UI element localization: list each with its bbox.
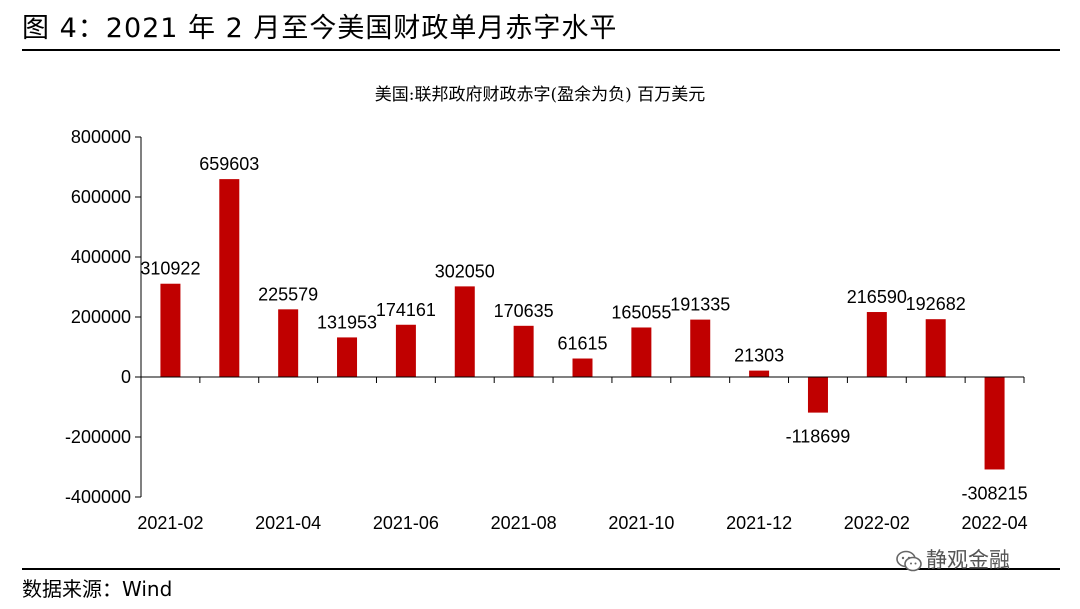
data-label: 174161 [376, 300, 436, 320]
y-tick-label: 400000 [71, 247, 131, 267]
data-label: 216590 [847, 287, 907, 307]
y-tick-label: 800000 [71, 127, 131, 147]
x-tick-label: 2021-04 [255, 513, 321, 533]
bar [984, 377, 1005, 470]
figure-title: 图 4：2021 年 2 月至今美国财政单月赤字水平 [22, 13, 618, 44]
y-tick-label: 600000 [71, 187, 131, 207]
watermark: 静观金融 [896, 544, 1010, 574]
bar [572, 358, 593, 377]
data-label: 302050 [435, 261, 495, 281]
data-label: 61615 [557, 334, 607, 354]
bar [513, 325, 534, 377]
y-tick-label: -400000 [65, 487, 131, 507]
y-tick-label: 0 [121, 367, 131, 387]
bar [219, 179, 240, 377]
x-tick-label: 2021-02 [137, 513, 203, 533]
data-label: 165055 [611, 302, 671, 322]
source-note: 数据来源：Wind [22, 577, 173, 601]
data-label: 192682 [906, 294, 966, 314]
y-tick-label: 200000 [71, 307, 131, 327]
x-tick-label: 2021-10 [608, 513, 674, 533]
data-label: -308215 [962, 483, 1028, 503]
data-label: 310922 [140, 259, 200, 279]
bar [749, 370, 770, 377]
data-label: -118699 [786, 427, 851, 447]
bar [454, 286, 475, 377]
data-label: 170635 [494, 301, 554, 321]
source-rule [22, 568, 1060, 570]
y-tick-label: -200000 [65, 427, 131, 447]
watermark-text: 静观金融 [926, 548, 1010, 572]
x-tick-label: 2021-12 [726, 513, 792, 533]
bar [807, 377, 828, 413]
bar [395, 324, 416, 377]
x-tick-label: 2021-06 [373, 513, 439, 533]
bar [925, 319, 946, 377]
data-label: 131953 [317, 312, 377, 332]
bar [278, 309, 299, 377]
bar [866, 312, 887, 377]
title-rule [22, 49, 1060, 51]
data-label: 21303 [734, 346, 784, 366]
bar [160, 283, 181, 377]
x-tick-label: 2021-08 [491, 513, 557, 533]
data-label: 191335 [670, 295, 730, 315]
data-label: 659603 [199, 154, 259, 174]
chart-title: 美国:联邦政府财政赤字(盈余为负) 百万美元 [374, 85, 706, 105]
bar [337, 337, 358, 377]
bar [631, 327, 652, 377]
data-label: 225579 [258, 284, 318, 304]
x-tick-label: 2022-02 [844, 513, 910, 533]
bar [690, 319, 711, 377]
x-tick-label: 2022-04 [962, 513, 1028, 533]
wechat-icon [896, 550, 922, 572]
